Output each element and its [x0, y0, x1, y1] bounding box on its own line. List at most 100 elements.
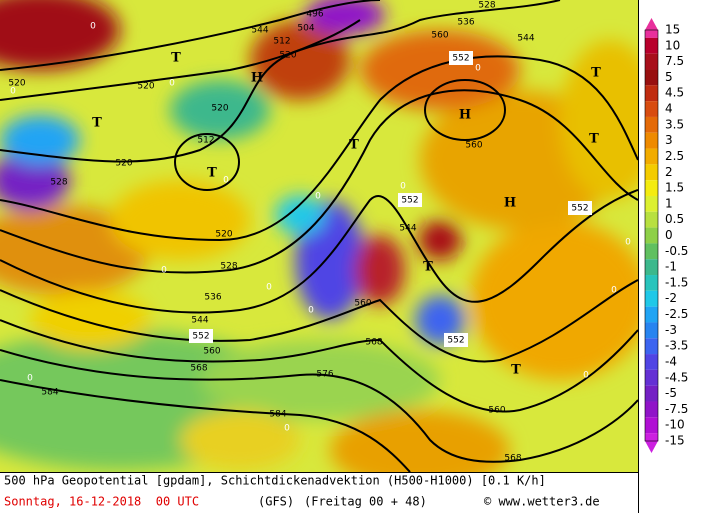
contour-label: 520	[115, 159, 132, 169]
colorbar-swatch	[645, 85, 658, 102]
contour-label-box	[398, 193, 422, 207]
zero-contour-label: 0	[266, 283, 272, 293]
contour-label: 568	[190, 364, 207, 374]
zero-contour-label: 0	[611, 286, 617, 296]
colorbar-swatch	[645, 338, 658, 355]
contour-label: 568	[504, 454, 521, 464]
zero-contour-label: 0	[161, 266, 167, 276]
footer-panel	[0, 472, 638, 513]
contour-label: 560	[431, 31, 448, 41]
colorbar-swatch	[645, 417, 658, 434]
pressure-center: H	[504, 196, 516, 211]
colorbar-swatch	[645, 290, 658, 307]
colorbar-swatch	[645, 37, 658, 54]
colorbar-label: 2	[665, 165, 673, 179]
pressure-center: T	[207, 166, 217, 181]
contour-label-box	[444, 333, 468, 347]
isohypses	[0, 0, 638, 472]
contour-label-box	[189, 329, 213, 343]
zero-contour-label: 0	[223, 176, 229, 186]
contour-label: 560	[354, 299, 371, 309]
pressure-center: T	[92, 116, 102, 131]
colorbar-swatch	[645, 53, 658, 70]
colorbar-label: 7.5	[665, 54, 684, 68]
zero-contour-label: 0	[475, 64, 481, 74]
contour-label-box	[449, 51, 473, 65]
contour-label: 552	[571, 204, 588, 214]
colorbar-swatch	[645, 164, 658, 181]
colorbar-swatch	[645, 211, 658, 228]
zero-contour-label: 0	[10, 87, 16, 97]
contour-label: 528	[478, 1, 495, 11]
contour-label: 520	[215, 230, 232, 240]
contour-label: 568	[365, 338, 382, 348]
contour-label: 520	[8, 79, 25, 89]
colorbar-label: 1.5	[665, 181, 684, 195]
colorbar-label: -2.5	[665, 307, 688, 321]
contour-label: 528	[220, 262, 237, 272]
colorbar-swatch	[645, 385, 658, 402]
colorbar-swatch	[645, 401, 658, 418]
colorbar-label: -1	[665, 260, 677, 274]
pressure-center: H	[459, 108, 471, 123]
colorbar-label: -5	[665, 386, 677, 400]
colorbar-swatch	[645, 227, 658, 244]
colorbar-swatch	[645, 101, 658, 117]
zero-contour-label: 0	[625, 238, 631, 248]
colorbar-swatch	[645, 148, 658, 165]
colorbar-swatch	[645, 69, 658, 86]
colorbar-label: -3.5	[665, 339, 688, 353]
map-labels: 496 504 512 520 528 536 544 552 520 520 520 520 512 5…	[8, 1, 631, 464]
contour-label: 560	[488, 406, 505, 416]
colorbar-bottom-arrow	[645, 441, 658, 453]
colorbar-label: -1.5	[665, 275, 688, 289]
colorbar-label: 15	[665, 23, 680, 37]
contour-label: 584	[269, 410, 286, 420]
colorbar-swatch	[645, 180, 658, 196]
colorbar-label: 10	[665, 38, 680, 52]
pressure-center: T	[423, 260, 433, 275]
footer-date: Sonntag, 16-12-2018 00 UTC	[4, 495, 199, 509]
colorbar-swatch	[645, 354, 658, 370]
colorbar-label: -4.5	[665, 370, 688, 384]
footer-description: 500 hPa Geopotential [gpdam], Schichtdic…	[4, 474, 546, 488]
zero-contour-label: 0	[315, 192, 321, 202]
map-field	[0, 0, 638, 472]
contour-label: 552	[452, 54, 469, 64]
colorbar-swatch	[645, 275, 658, 291]
colorbar-label: 0.5	[665, 212, 684, 226]
colorbar-swatch	[645, 116, 658, 133]
colorbar-swatch	[645, 243, 658, 260]
contour-label: 528	[50, 178, 67, 188]
contour-label: 544	[517, 34, 534, 44]
pressure-center: H	[251, 71, 263, 86]
colorbar-frame	[644, 29, 659, 442]
contour-label: 520	[279, 51, 296, 61]
colorbar-swatch	[645, 322, 658, 339]
contour-label: 552	[447, 336, 464, 346]
contour-label: 544	[191, 316, 208, 326]
contour-label: 520	[211, 104, 228, 114]
colorbar-label: -10	[665, 418, 685, 432]
contour-label: 536	[204, 293, 221, 303]
contour-label: 576	[316, 370, 333, 380]
colorbar-label: -2	[665, 291, 677, 305]
zero-contour-label: 0	[284, 424, 290, 434]
colorbar-swatch	[645, 195, 658, 212]
contour-label: 520	[137, 82, 154, 92]
zero-contour-label: 0	[90, 22, 96, 32]
pressure-center: T	[511, 363, 521, 378]
colorbar-swatch	[645, 306, 658, 323]
colorbar-label: -15	[665, 434, 685, 448]
contour-label: 512	[273, 37, 290, 47]
colorbar-swatch	[645, 369, 658, 386]
contour-label: 504	[297, 24, 314, 34]
footer-model: (GFS)	[258, 495, 294, 509]
zero-contour-label: 0	[400, 182, 406, 192]
colorbar-label: 4	[665, 102, 673, 116]
colorbar-label: -4	[665, 354, 677, 368]
contour-label: 560	[203, 347, 220, 357]
colorbar-label: 2.5	[665, 149, 684, 163]
